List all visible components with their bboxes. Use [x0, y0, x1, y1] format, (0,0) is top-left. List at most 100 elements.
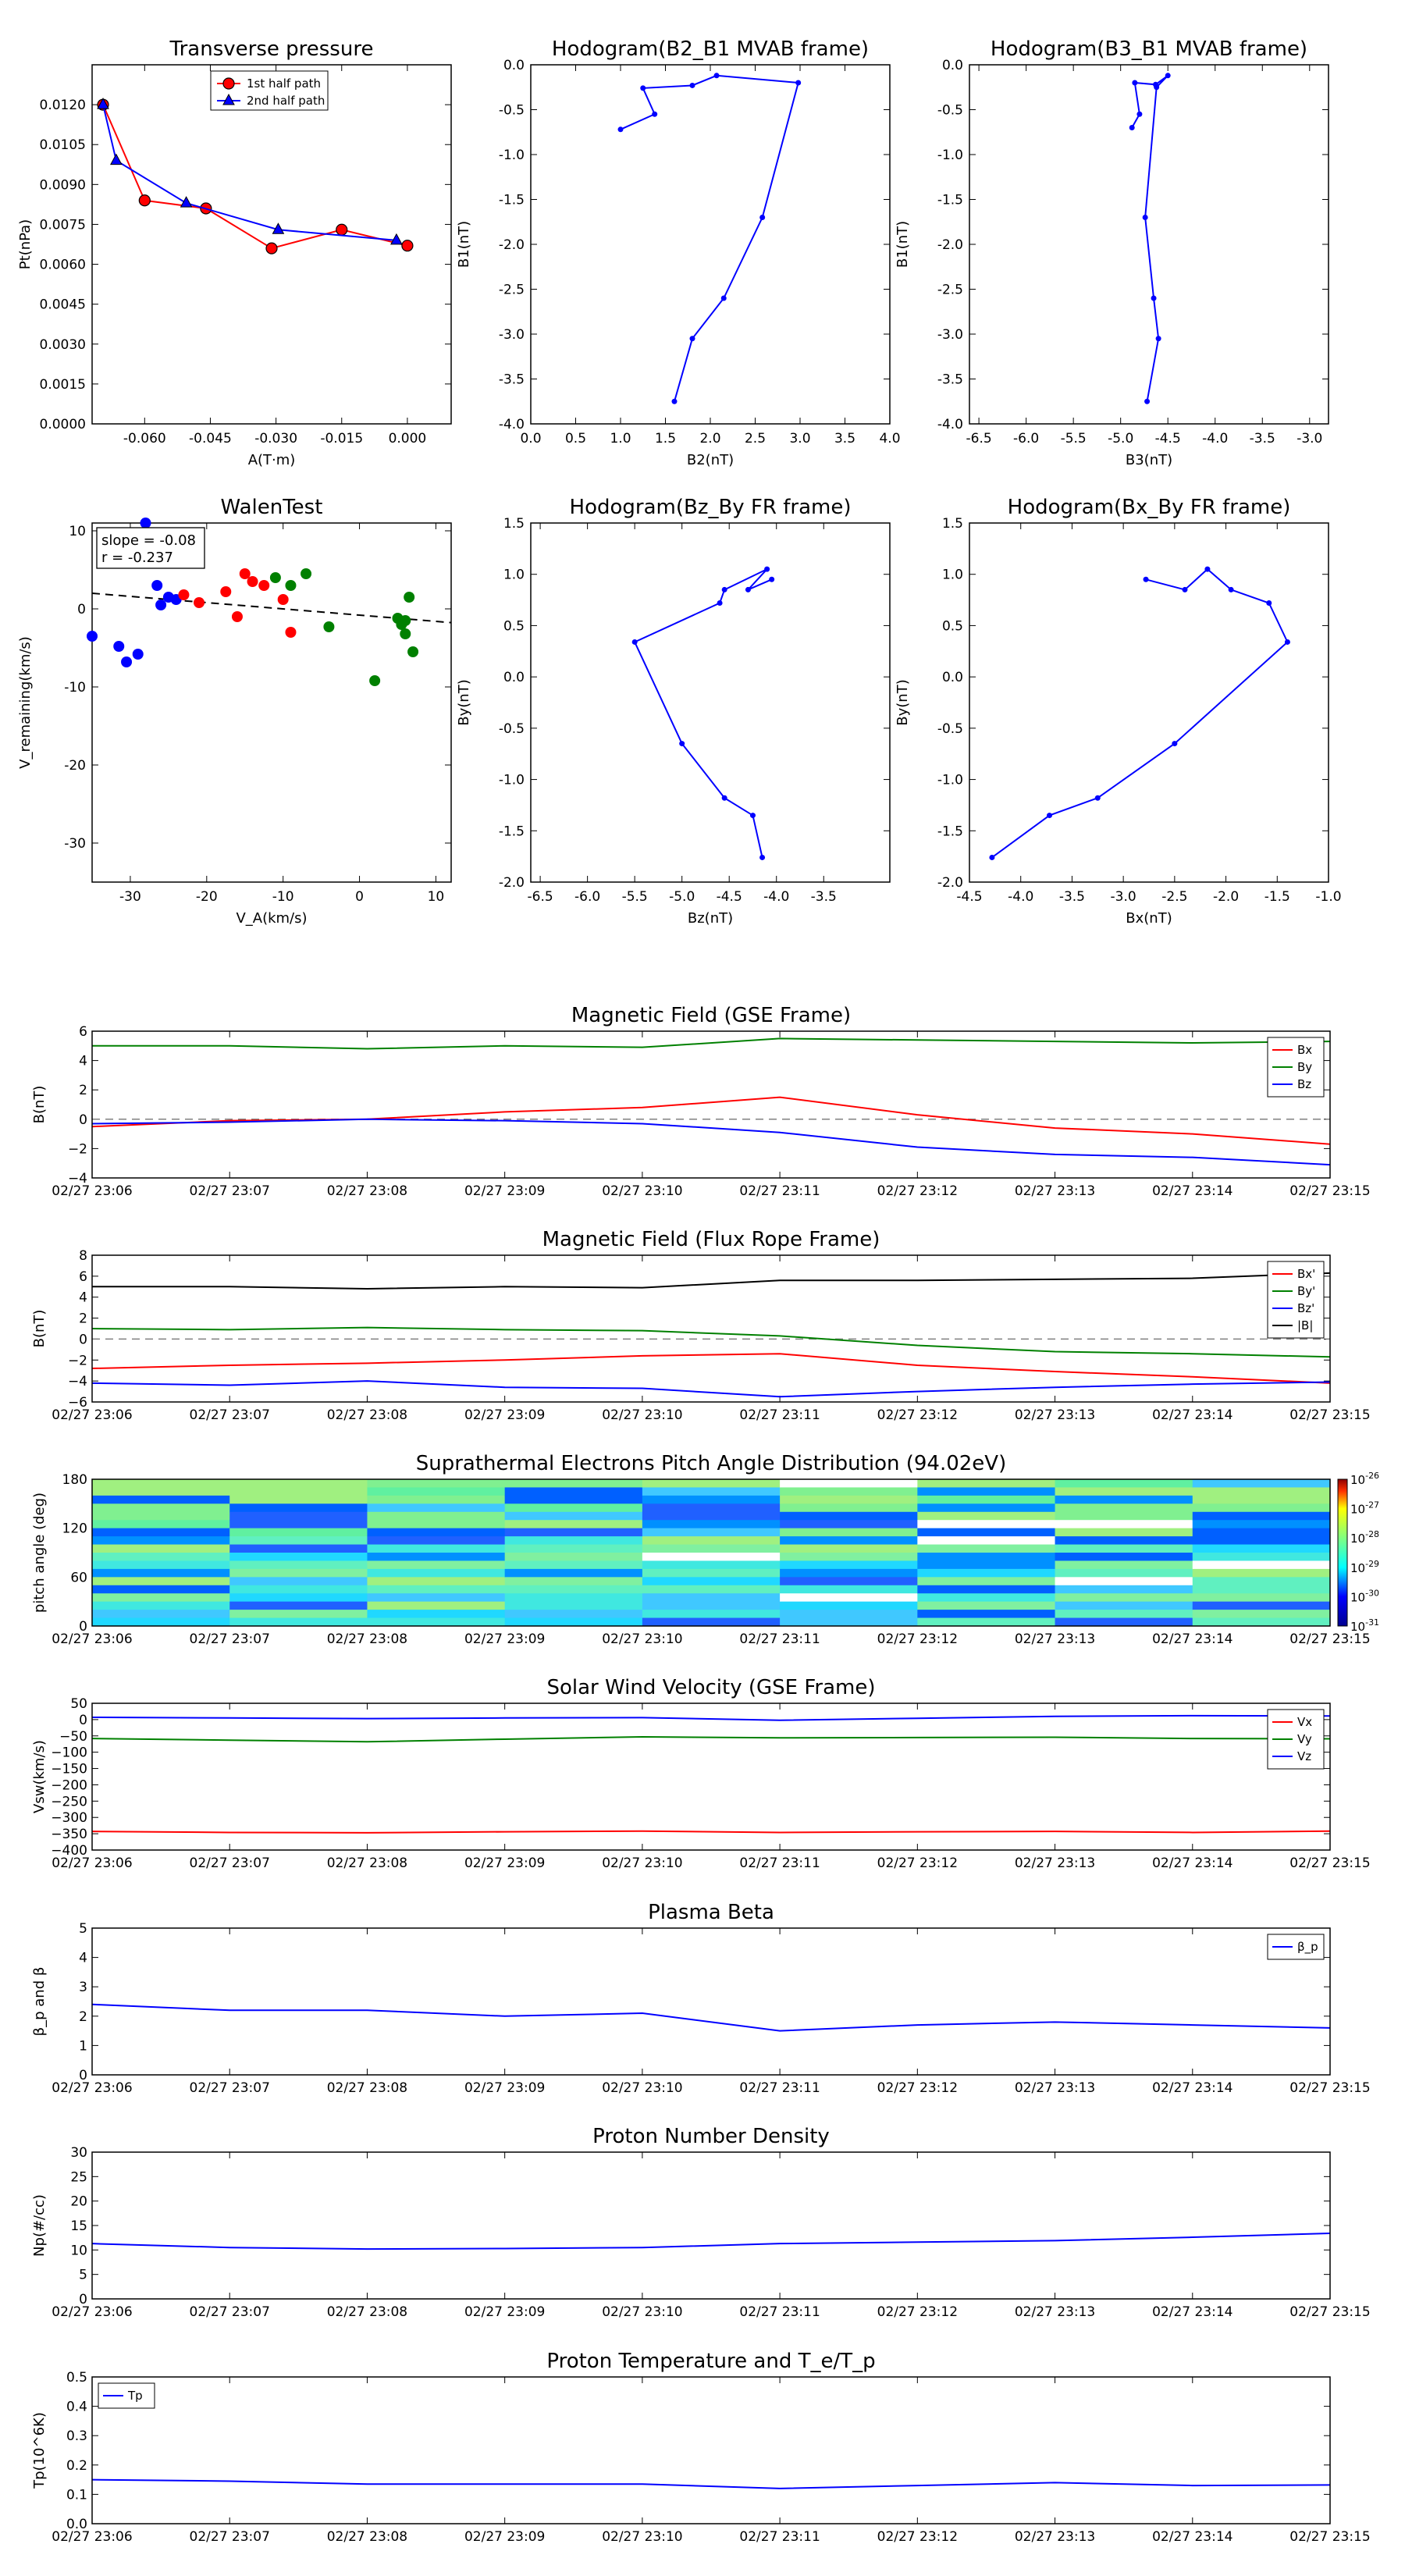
- pad-xtick-label: 02/27 23:13: [1015, 1631, 1095, 1647]
- vsw-ytick-label: −100: [51, 1745, 87, 1761]
- h31-ytick-label: -2.0: [937, 237, 963, 253]
- h31-ytick-label: 0.0: [942, 58, 963, 73]
- vsw-chart: Solar Wind Velocity (GSE Frame) 02/27 23:…: [31, 1676, 1371, 1871]
- hxy-point: [1266, 600, 1272, 607]
- pad-cell: [642, 1601, 781, 1610]
- h21-chart: Hodogram(B2_B1 MVAB frame) 0.0 0.5 1.0 1.5 2.…: [456, 37, 901, 468]
- tp-ytick-label: 0.0: [66, 2517, 87, 2532]
- hzy-xtick-label: -3.5: [811, 889, 837, 905]
- pad-cell: [1192, 1601, 1331, 1610]
- pad-cell: [229, 1495, 368, 1504]
- pad-cell: [1055, 1553, 1193, 1561]
- pad-cell: [1192, 1560, 1331, 1570]
- walen-r-text: r = -0.237: [101, 550, 173, 566]
- bfr-legend-label: Bz': [1297, 1301, 1314, 1315]
- beta-ytick-label: 2: [79, 2009, 87, 2025]
- h31-xtick-label: -5.5: [1061, 431, 1087, 447]
- h21-xtick-label: 3.0: [789, 431, 810, 447]
- pad-cell: [917, 1511, 1056, 1521]
- pad-cell: [367, 1593, 506, 1603]
- pad-cell: [917, 1544, 1056, 1553]
- beta-xtick-label: 02/27 23:15: [1289, 2080, 1370, 2096]
- h21-point: [720, 295, 727, 301]
- bgse-xtick-label: 02/27 23:13: [1015, 1183, 1095, 1199]
- pad-cell: [367, 1511, 506, 1521]
- walen-point: [87, 631, 98, 642]
- pad-cell: [1055, 1495, 1193, 1504]
- pad-title: Suprathermal Electrons Pitch Angle Distr…: [416, 1452, 1006, 1475]
- walen-point: [269, 572, 281, 583]
- bgse-ytick-label: 4: [79, 1054, 87, 1069]
- bgse-ytick-label: 0: [79, 1112, 87, 1128]
- bgse-xtick-label: 02/27 23:15: [1289, 1183, 1370, 1199]
- pad-cell: [917, 1601, 1056, 1610]
- hzy-point: [745, 586, 751, 592]
- pt-legend-label: 1st half path: [247, 76, 321, 91]
- bfr-ytick-label: 8: [79, 1248, 87, 1264]
- bgse-ytick-label: −2: [68, 1141, 87, 1157]
- pad-cell: [642, 1536, 781, 1546]
- pt-point: [401, 240, 414, 252]
- pad-cell: [1192, 1536, 1331, 1546]
- walen-point: [404, 592, 415, 603]
- pad-cell: [780, 1560, 918, 1570]
- pad-xtick-label: 02/27 23:14: [1152, 1631, 1232, 1647]
- hzy-point: [721, 795, 727, 801]
- h21-point: [713, 73, 720, 79]
- pt-point: [138, 194, 151, 207]
- h31-point: [1136, 111, 1143, 117]
- pad-colorbar-label: 10-31: [1350, 1617, 1379, 1634]
- pad-cell: [504, 1568, 643, 1578]
- hxy-ytick-label: -1.5: [937, 824, 963, 839]
- walen-ytick-label: -30: [64, 836, 86, 852]
- h21-plot-frame: [530, 64, 891, 425]
- pad-cell: [917, 1577, 1056, 1586]
- pad-cell: [642, 1479, 781, 1488]
- pad-cell: [1055, 1528, 1193, 1537]
- hxy-plot-frame: [969, 522, 1329, 883]
- bfr-title: Magnetic Field (Flux Rope Frame): [542, 1228, 880, 1251]
- pt-point: [265, 242, 278, 254]
- hxy-point: [989, 854, 995, 860]
- pad-cell: [917, 1610, 1056, 1619]
- np-title: Proton Number Density: [592, 2125, 830, 2148]
- pad-cell: [642, 1503, 781, 1513]
- pad-cell: [642, 1610, 781, 1619]
- tp-legend-label: Tp: [127, 2389, 143, 2403]
- pad-ylabel: pitch angle (deg): [31, 1493, 48, 1613]
- pad-cell: [367, 1617, 506, 1627]
- pad-cell: [1055, 1593, 1193, 1603]
- hzy-xtick-label: -6.5: [528, 889, 553, 905]
- pad-cell: [229, 1560, 368, 1570]
- np-xtick-label: 02/27 23:11: [739, 2304, 820, 2320]
- pad-cell: [229, 1593, 368, 1603]
- h21-hodogram-line: [620, 74, 799, 402]
- pad-cell: [642, 1520, 781, 1529]
- hxy-xtick-label: -2.5: [1161, 889, 1187, 905]
- bgse-ytick-label: −4: [68, 1171, 87, 1187]
- vsw-xtick-label: 02/27 23:08: [327, 1856, 407, 1871]
- pad-cell: [367, 1536, 506, 1546]
- pad-cell: [1055, 1479, 1193, 1488]
- pad-cell: [229, 1544, 368, 1553]
- tp-xtick-label: 02/27 23:09: [464, 2529, 545, 2545]
- pad-cell: [1055, 1544, 1193, 1553]
- hzy-xtick-label: -6.0: [574, 889, 600, 905]
- hxy-point: [1047, 813, 1053, 819]
- np-ytick-label: 15: [70, 2218, 87, 2234]
- bfr-legend-label: By': [1297, 1284, 1315, 1298]
- pad-cell: [229, 1528, 368, 1537]
- pad-cell: [504, 1601, 643, 1610]
- hzy-point: [764, 566, 770, 572]
- hzy-plot-frame: [530, 522, 891, 883]
- hzy-ytick-label: 0.5: [503, 618, 525, 634]
- h31-title: Hodogram(B3_B1 MVAB frame): [991, 37, 1307, 61]
- hxy-xtick-label: -3.5: [1059, 889, 1085, 905]
- hzy-title: Hodogram(Bz_By FR frame): [570, 496, 852, 519]
- walen-xtick-label: 0: [355, 889, 364, 905]
- hzy-xtick-label: -4.0: [763, 889, 789, 905]
- pad-cell: [229, 1601, 368, 1610]
- h21-ytick-label: -4.0: [499, 417, 525, 432]
- h21-xtick-label: 1.0: [610, 431, 631, 447]
- vsw-legend-label: Vy: [1297, 1732, 1312, 1746]
